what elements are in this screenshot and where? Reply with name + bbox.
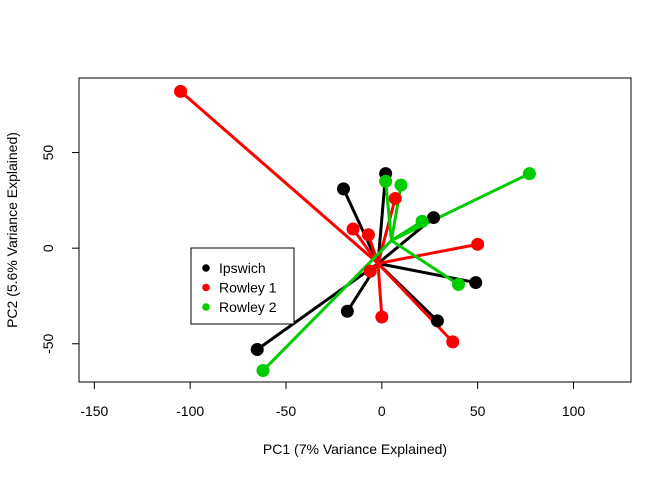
y-axis-title: PC2 (5.6% Variance Explained) [4, 132, 20, 328]
data-point [346, 222, 360, 236]
data-point [430, 314, 444, 328]
segments-layer [179, 89, 531, 373]
data-point [250, 342, 264, 356]
y-tick-label: -50 [40, 333, 56, 353]
spider-segment [389, 239, 460, 286]
data-point [361, 228, 375, 242]
data-point [340, 304, 354, 318]
legend-label: Rowley 1 [219, 280, 277, 296]
data-point [379, 174, 393, 188]
spider-segment [384, 179, 393, 243]
data-point [174, 84, 188, 98]
x-tick-label: -150 [80, 403, 108, 419]
x-axis-title: PC1 (7% Variance Explained) [263, 441, 447, 457]
data-point [452, 277, 465, 291]
data-point [363, 264, 377, 278]
spider-segment [255, 261, 380, 351]
x-axis: -150 -100 -50 0 50 100 [80, 381, 586, 419]
spider-segment [376, 261, 455, 344]
data-point [337, 182, 350, 196]
spider-segment [376, 261, 384, 319]
data-point [522, 167, 536, 181]
data-point [388, 191, 402, 205]
x-tick-label: 50 [470, 403, 486, 419]
y-tick-label: 0 [40, 244, 56, 252]
legend-swatch [202, 264, 210, 272]
data-point [469, 276, 483, 290]
data-point [446, 335, 460, 349]
x-tick-label: 100 [562, 403, 586, 419]
legend: Ipswich Rowley 1 Rowley 2 [190, 247, 295, 325]
legend-label: Ipswich [219, 260, 266, 276]
spider-segment [376, 242, 480, 265]
y-axis: -50 0 50 [40, 145, 80, 354]
spider-segment [261, 239, 393, 373]
x-tick-label: 0 [378, 403, 386, 419]
data-point [427, 211, 441, 225]
spider-segment [376, 172, 388, 265]
spider-segment [389, 172, 531, 243]
spider-segment [342, 187, 380, 265]
data-point [471, 237, 485, 251]
data-point [394, 178, 408, 192]
data-point [256, 364, 270, 378]
x-tick-label: -100 [176, 403, 204, 419]
legend-swatch [202, 303, 210, 311]
spider-segment [179, 89, 380, 265]
data-point [415, 214, 429, 228]
legend-label: Rowley 2 [219, 299, 277, 315]
data-point [375, 310, 389, 324]
x-tick-label: -50 [276, 403, 296, 419]
y-tick-label: 50 [40, 145, 56, 161]
points-layer [174, 84, 536, 378]
legend-swatch [202, 283, 210, 292]
